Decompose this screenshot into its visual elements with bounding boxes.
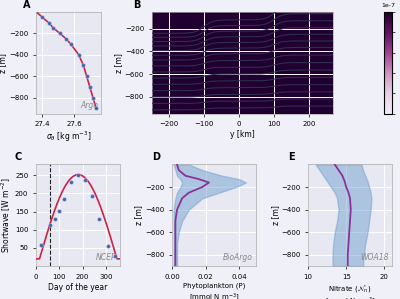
Text: E: E [288,152,294,162]
Y-axis label: z [m]: z [m] [0,53,8,73]
X-axis label: y [km]: y [km] [230,130,255,139]
Text: A: A [23,0,30,10]
Text: NCEP: NCEP [96,253,117,262]
Text: BioArgo: BioArgo [223,253,253,262]
Text: B: B [134,0,141,10]
X-axis label: $\sigma_\theta$ [kg m$^{-3}$]: $\sigma_\theta$ [kg m$^{-3}$] [46,130,91,144]
Text: WOA18: WOA18 [360,253,389,262]
X-axis label: Nitrate ($\mathcal{N}_n$)
[mmol N m$^{-3}$]: Nitrate ($\mathcal{N}_n$) [mmol N m$^{-3… [325,283,376,299]
Text: 1e-7: 1e-7 [381,3,395,8]
Y-axis label: z [m]: z [m] [114,53,123,73]
X-axis label: Phytoplankton (P)
[mmol N m$^{-3}$]: Phytoplankton (P) [mmol N m$^{-3}$] [183,283,245,299]
Text: C: C [14,152,22,162]
Text: D: D [152,152,160,162]
Y-axis label: Shortwave [W m$^{-2}$]: Shortwave [W m$^{-2}$] [0,177,14,253]
Y-axis label: z [m]: z [m] [135,205,144,225]
X-axis label: Day of the year: Day of the year [48,283,108,292]
Y-axis label: z [m]: z [m] [271,205,280,225]
Text: Argo: Argo [80,100,98,109]
